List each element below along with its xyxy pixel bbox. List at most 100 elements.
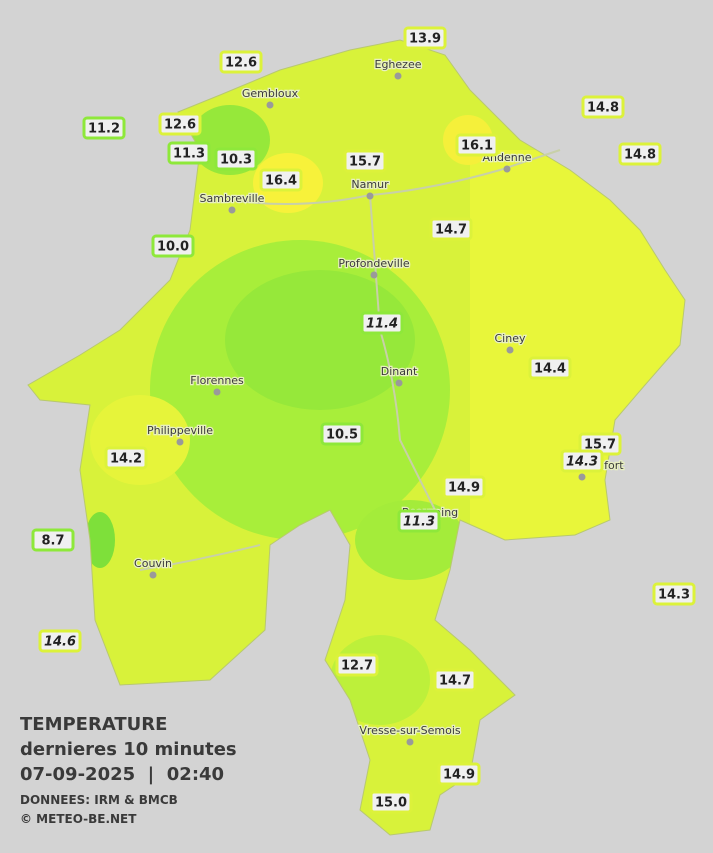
station-value: 10.5 bbox=[326, 428, 358, 443]
station-box bbox=[214, 147, 258, 171]
station-value: 14.9 bbox=[443, 768, 475, 783]
station-value: 15.7 bbox=[584, 438, 616, 453]
station-box bbox=[219, 50, 263, 74]
station-value: 14.3 bbox=[658, 588, 690, 603]
station: 14.6 bbox=[38, 629, 82, 653]
station: 15.7 bbox=[343, 149, 387, 173]
city-label: Couvin bbox=[134, 557, 172, 570]
station: 8.7 bbox=[31, 528, 75, 552]
station-box bbox=[442, 475, 486, 499]
legend-copyright: © METEO-BE.NET bbox=[20, 812, 137, 826]
city-label: Gembloux bbox=[242, 87, 299, 100]
station-box bbox=[320, 422, 364, 446]
station-box bbox=[38, 629, 82, 653]
station-value: 14.9 bbox=[448, 481, 480, 496]
station-box bbox=[343, 149, 387, 173]
station-box bbox=[455, 133, 499, 157]
station: 11.3 bbox=[167, 141, 211, 165]
city-dot bbox=[370, 271, 378, 279]
station-value: 13.9 bbox=[409, 32, 441, 47]
city-label: Dinant bbox=[381, 365, 418, 378]
legend-source: DONNEES: IRM & BMCB bbox=[20, 793, 178, 807]
station-value: 14.8 bbox=[587, 101, 619, 116]
station-value: 14.7 bbox=[435, 223, 467, 238]
station-box bbox=[403, 26, 447, 50]
station-value: 12.7 bbox=[341, 659, 373, 674]
station-box bbox=[167, 141, 211, 165]
station-box bbox=[31, 528, 75, 552]
city-label: Profondeville bbox=[338, 257, 409, 270]
station-value: 11.3 bbox=[173, 147, 205, 162]
station-box bbox=[618, 142, 662, 166]
station-value: 12.6 bbox=[164, 118, 196, 133]
city-dot bbox=[503, 165, 511, 173]
legend-period: dernieres 10 minutes bbox=[20, 739, 237, 760]
station: 14.8 bbox=[618, 142, 662, 166]
city-label: Florennes bbox=[190, 374, 244, 387]
station: 14.9 bbox=[437, 762, 481, 786]
station-value: 15.7 bbox=[349, 155, 381, 170]
city-label: Namur bbox=[351, 178, 389, 191]
city-dot bbox=[149, 571, 157, 579]
city-dot bbox=[176, 438, 184, 446]
station: 13.9 bbox=[403, 26, 447, 50]
city-dot bbox=[578, 473, 586, 481]
station-box bbox=[360, 311, 404, 335]
city-dot bbox=[395, 379, 403, 387]
station-value: 14.2 bbox=[110, 452, 142, 467]
city-dot bbox=[406, 738, 414, 746]
station-value: 10.0 bbox=[157, 240, 189, 255]
city-dot bbox=[394, 72, 402, 80]
station-value: 11.2 bbox=[88, 122, 120, 137]
station: 10.0 bbox=[151, 234, 195, 258]
legend-datetime: 07-09-2025 | 02:40 bbox=[20, 764, 224, 785]
city-label: Ciney bbox=[495, 332, 526, 345]
city-dot bbox=[228, 206, 236, 214]
legend: TEMPERATURE dernieres 10 minutes 07-09-2… bbox=[20, 714, 237, 826]
station-box bbox=[429, 217, 473, 241]
station-box bbox=[369, 790, 413, 814]
station: 12.6 bbox=[219, 50, 263, 74]
city-label: Sambreville bbox=[200, 192, 265, 205]
station-box bbox=[397, 509, 441, 533]
station: 12.6 bbox=[158, 112, 202, 136]
station: 15.0 bbox=[369, 790, 413, 814]
city-dot bbox=[213, 388, 221, 396]
station-value: 16.4 bbox=[265, 174, 297, 189]
station-value: 14.4 bbox=[534, 362, 566, 377]
station-value: 11.4 bbox=[366, 317, 398, 332]
station: 14.3 bbox=[652, 582, 696, 606]
station-box bbox=[82, 116, 126, 140]
legend-title: TEMPERATURE bbox=[20, 714, 167, 735]
station-value: 12.6 bbox=[225, 56, 257, 71]
station: 14.7 bbox=[429, 217, 473, 241]
station: 16.4 bbox=[259, 168, 303, 192]
station-box bbox=[437, 762, 481, 786]
station-value: 14.8 bbox=[624, 148, 656, 163]
station: 14.4 bbox=[528, 356, 572, 380]
station-value: 11.3 bbox=[403, 515, 435, 530]
city-dot bbox=[366, 192, 374, 200]
station: 11.3 bbox=[397, 509, 441, 533]
station-value: 16.1 bbox=[461, 139, 493, 154]
station-value: 15.0 bbox=[375, 796, 407, 811]
station-value: 14.6 bbox=[44, 635, 76, 650]
station-box bbox=[151, 234, 195, 258]
station-box bbox=[652, 582, 696, 606]
station-value: 14.3 bbox=[566, 455, 598, 470]
station: 10.3 bbox=[214, 147, 258, 171]
station-box bbox=[528, 356, 572, 380]
city-label: Philippeville bbox=[147, 424, 213, 437]
station: 14.9 bbox=[442, 475, 486, 499]
station-box bbox=[158, 112, 202, 136]
station: 14.8 bbox=[581, 95, 625, 119]
station-box bbox=[581, 95, 625, 119]
station-box bbox=[433, 668, 477, 692]
station-box bbox=[335, 653, 379, 677]
station-value: 10.3 bbox=[220, 153, 252, 168]
city-dot bbox=[506, 346, 514, 354]
station: 10.5 bbox=[320, 422, 364, 446]
station-box bbox=[104, 446, 148, 470]
station-box bbox=[560, 449, 604, 473]
